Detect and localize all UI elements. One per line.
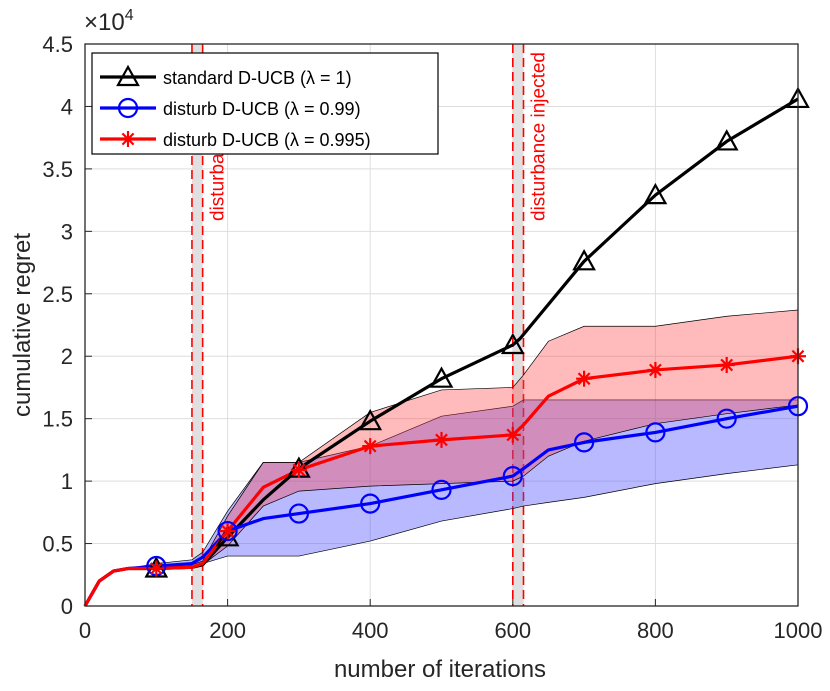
circle-marker bbox=[288, 503, 309, 524]
circle-marker bbox=[431, 479, 452, 500]
y-tick-label: 2 bbox=[61, 344, 73, 369]
circle-marker bbox=[502, 466, 523, 487]
asterisk-marker bbox=[148, 560, 165, 577]
y-tick-label: 4 bbox=[61, 94, 73, 119]
triangle-marker bbox=[429, 366, 454, 388]
asterisk-marker bbox=[362, 438, 379, 455]
disturbance-shade bbox=[512, 44, 524, 606]
circle-marker bbox=[645, 422, 666, 443]
asterisk-marker bbox=[120, 131, 136, 147]
y-axis-label: cumulative regret bbox=[9, 233, 36, 417]
x-tick-label: 200 bbox=[209, 618, 246, 643]
disturbance-shade bbox=[191, 44, 203, 606]
y-tick-label: 3.5 bbox=[42, 157, 73, 182]
circle-marker bbox=[217, 520, 238, 542]
legend-entry: standard D-UCB (λ = 1) bbox=[163, 68, 352, 88]
circle-marker bbox=[573, 432, 595, 453]
y-tick-label: 1.5 bbox=[42, 407, 73, 432]
y-multiplier-exponent: 4 bbox=[125, 7, 134, 24]
plot-frame bbox=[84, 43, 799, 607]
y-tick-label: 0.5 bbox=[42, 532, 73, 557]
x-axis-label: number of iterations bbox=[334, 656, 546, 683]
asterisk-marker bbox=[433, 431, 450, 448]
y-tick-label: 2.5 bbox=[42, 282, 73, 307]
legend-entry: disturb D-UCB (λ = 0.99) bbox=[163, 99, 361, 119]
x-tick-label: 800 bbox=[637, 618, 674, 643]
circle-marker bbox=[117, 97, 139, 119]
triangle-marker bbox=[643, 182, 668, 205]
legend-box bbox=[91, 52, 439, 155]
y-axis-multiplier: ×104 bbox=[84, 7, 134, 36]
x-tick-label: 600 bbox=[494, 618, 531, 643]
asterisk-marker bbox=[219, 523, 236, 540]
asterisk-marker bbox=[576, 370, 593, 387]
y-tick-label: 1 bbox=[61, 469, 73, 494]
legend: standard D-UCB (λ = 1) disturb D-UCB (λ =… bbox=[91, 52, 439, 155]
y-tick-label: 3 bbox=[61, 219, 73, 244]
triangle-marker bbox=[572, 249, 596, 271]
axis-ticks: 0 200 400 600 800 1000 0 0.5 1 1.5 2 2.5 3 3.5 4 4.5 bbox=[42, 32, 822, 643]
y-tick-label: 0 bbox=[61, 594, 73, 619]
x-tick-label: 1000 bbox=[774, 618, 823, 643]
y-multiplier-base: ×10 bbox=[84, 9, 125, 36]
triangle-marker bbox=[358, 408, 383, 431]
series-markers bbox=[144, 86, 810, 578]
x-tick-label: 0 bbox=[79, 618, 91, 643]
y-tick-label: 4.5 bbox=[42, 32, 73, 57]
triangle-marker bbox=[500, 332, 525, 355]
triangle-marker bbox=[714, 129, 739, 151]
circle-marker bbox=[360, 493, 381, 514]
circle-marker bbox=[716, 408, 737, 429]
asterisk-marker bbox=[647, 361, 664, 378]
triangle-marker bbox=[116, 64, 140, 87]
asterisk-marker bbox=[290, 461, 307, 478]
x-tick-label: 400 bbox=[352, 618, 389, 643]
disturbance-label: disturbance injected bbox=[528, 52, 549, 221]
asterisk-marker bbox=[504, 426, 521, 443]
asterisk-marker bbox=[718, 356, 735, 373]
legend-entry: disturb D-UCB (λ = 0.995) bbox=[163, 130, 371, 150]
